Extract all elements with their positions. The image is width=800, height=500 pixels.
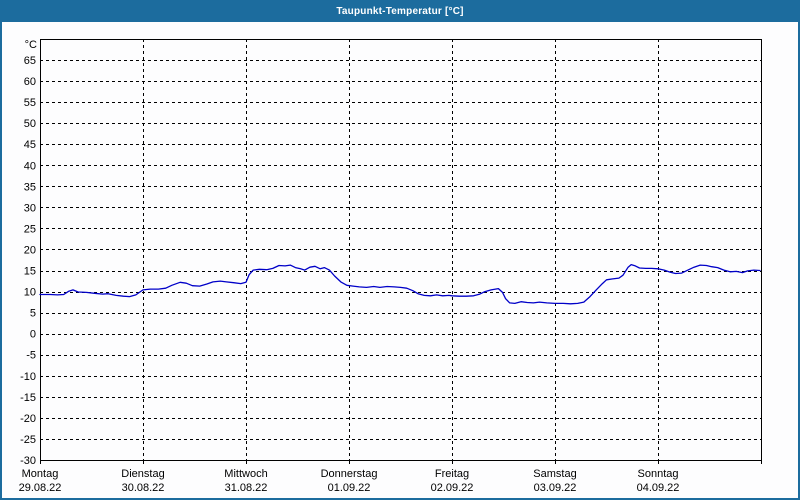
y-tick-label: 30 [24,202,36,214]
vertical-gridlines [143,39,659,460]
day-weekday-label: Dienstag [121,468,164,480]
y-tick-label: 20 [24,244,36,256]
window-titlebar[interactable]: Taupunkt-Temperatur [°C] [2,2,798,22]
y-axis-unit-label: °C [25,39,37,51]
y-tick-label: 5 [30,308,36,320]
day-weekday-label: Donnerstag [321,468,378,480]
y-tick-label: 0 [30,329,36,341]
y-tick-label: -30 [20,455,36,467]
day-weekday-label: Montag [22,468,59,480]
y-tick-label: 50 [24,118,36,130]
y-tick-label: 45 [24,139,36,151]
y-tick-label: -5 [26,350,36,362]
day-date-label: 30.08.22 [122,482,165,494]
y-axis-labels: -30 -25 -20 -15 -10 -5 0 5 10 15 20 25 30 35 40 45 50 55 6… [20,55,36,467]
x-axis-labels: Montag 29.08.22 Dienstag 30.08.22 Mittwoch 31… [19,468,680,494]
y-tick-label: -10 [20,371,36,383]
day-date-label: 04.09.22 [637,482,680,494]
y-tick-label: 35 [24,181,36,193]
y-tick-label: -25 [20,434,36,446]
day-weekday-label: Sonntag [638,468,679,480]
y-tick-label: -15 [20,392,36,404]
plot-border [40,39,762,461]
day-weekday-label: Samstag [533,468,576,480]
horizontal-gridlines [40,60,761,440]
x-axis-ticks [40,460,762,464]
day-date-label: 01.09.22 [328,482,371,494]
y-tick-label: 40 [24,160,36,172]
y-tick-label: 10 [24,287,36,299]
day-date-label: 02.09.22 [431,482,474,494]
window-title: Taupunkt-Temperatur [°C] [336,6,464,17]
y-tick-label: -20 [20,413,36,425]
day-weekday-label: Freitag [435,468,469,480]
dewpoint-temperature-chart: -30 -25 -20 -15 -10 -5 0 5 10 15 20 25 30 35 40 45 50 55 6… [19,39,762,494]
y-tick-label: 55 [24,97,36,109]
day-date-label: 31.08.22 [225,482,268,494]
y-tick-label: 25 [24,223,36,235]
day-weekday-label: Mittwoch [224,468,267,480]
day-date-label: 29.08.22 [19,482,62,494]
day-date-label: 03.09.22 [534,482,577,494]
y-tick-label: 60 [24,76,36,88]
y-tick-label: 65 [24,55,36,67]
y-tick-label: 15 [24,266,36,278]
temperature-series-line [39,263,761,305]
